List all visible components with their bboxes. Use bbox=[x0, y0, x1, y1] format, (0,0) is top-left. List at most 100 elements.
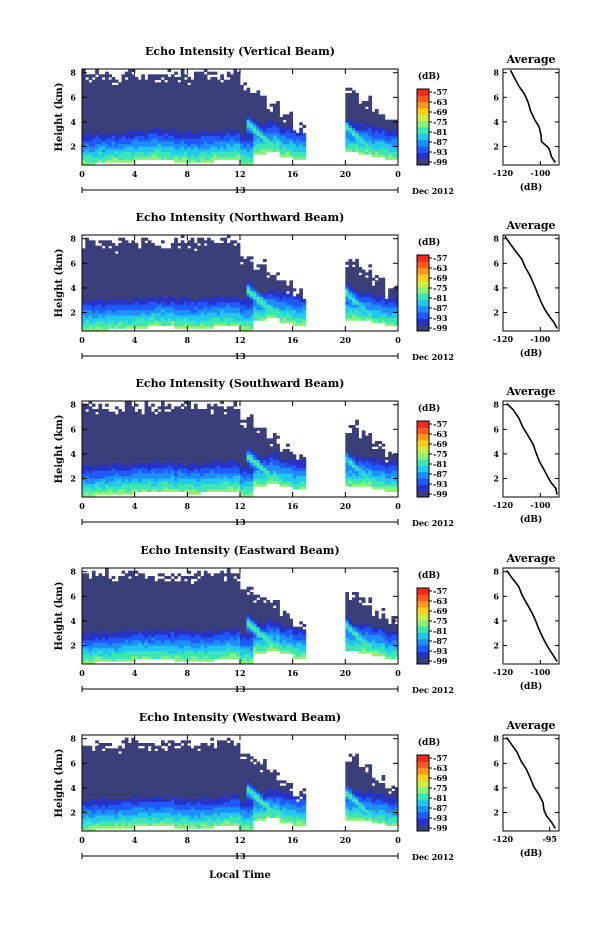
heatmap-cell bbox=[108, 261, 113, 265]
heatmap-cell bbox=[269, 275, 274, 279]
heatmap-cell bbox=[118, 103, 122, 107]
heatmap-cell bbox=[95, 109, 99, 113]
heatmap-cell bbox=[141, 157, 145, 161]
heatmap-cell bbox=[233, 141, 238, 145]
heatmap-cell bbox=[226, 117, 231, 121]
heatmap-cell bbox=[121, 101, 126, 105]
heatmap-cell bbox=[121, 312, 126, 316]
heatmap-cell bbox=[388, 323, 392, 327]
heatmap-cell bbox=[151, 315, 155, 319]
heatmap-cell bbox=[246, 130, 251, 134]
heatmap-cell bbox=[88, 443, 93, 447]
heatmap-cell bbox=[236, 87, 241, 91]
heatmap-cell bbox=[105, 130, 109, 134]
heatmap-cell bbox=[154, 296, 159, 300]
heatmap-cell bbox=[118, 101, 122, 105]
heatmap-cell bbox=[351, 133, 356, 137]
heatmap-cell bbox=[114, 264, 119, 268]
heatmap-cell bbox=[105, 467, 109, 471]
heatmap-cell bbox=[233, 138, 238, 142]
heatmap-cell bbox=[263, 275, 267, 279]
colorbar-tick-label: -63 bbox=[433, 97, 448, 107]
colorbar-segment bbox=[417, 152, 429, 160]
heatmap-cell bbox=[147, 98, 152, 102]
heatmap-cell bbox=[207, 304, 211, 308]
heatmap-cell bbox=[187, 125, 192, 129]
heatmap-cell bbox=[91, 135, 96, 139]
heatmap-cell bbox=[299, 304, 303, 308]
heatmap-cell bbox=[164, 272, 168, 276]
heatmap-cell bbox=[170, 79, 175, 83]
heatmap-cell bbox=[114, 491, 119, 495]
heatmap-cell bbox=[210, 243, 215, 247]
heatmap-cell bbox=[243, 315, 247, 319]
heatmap-cell bbox=[108, 74, 113, 78]
heatmap-cell bbox=[226, 288, 231, 292]
heatmap-cell bbox=[210, 77, 215, 81]
heatmap-cell bbox=[111, 159, 116, 163]
heatmap-cell bbox=[164, 111, 168, 115]
heatmap-cell bbox=[128, 149, 132, 153]
heatmap-cell bbox=[108, 133, 113, 137]
heatmap-cell bbox=[180, 149, 185, 153]
heatmap-cell bbox=[147, 111, 152, 115]
colorbar-tick-label: -57 bbox=[433, 253, 447, 263]
heatmap-cell bbox=[154, 109, 159, 113]
heatmap-cell bbox=[147, 312, 152, 316]
heatmap-cell bbox=[351, 296, 356, 300]
heatmap-cell bbox=[91, 454, 96, 458]
heatmap-cell bbox=[167, 79, 172, 83]
average-x-label: (dB) bbox=[520, 182, 542, 193]
heatmap-cell bbox=[210, 106, 215, 110]
heatmap-cell bbox=[82, 101, 86, 105]
heatmap-cell bbox=[95, 422, 99, 426]
heatmap-cell bbox=[82, 409, 86, 413]
heatmap-cell bbox=[161, 111, 165, 115]
heatmap-cell bbox=[292, 141, 297, 145]
heatmap-cell bbox=[213, 111, 218, 115]
heatmap-cell bbox=[164, 296, 168, 300]
heatmap-cell bbox=[98, 465, 103, 469]
heatmap-cell bbox=[131, 117, 136, 121]
heatmap-cell bbox=[233, 77, 238, 81]
heatmap-cell bbox=[128, 87, 132, 91]
heatmap-cell bbox=[141, 114, 145, 118]
heatmap-cell bbox=[167, 301, 172, 305]
heatmap-cell bbox=[240, 288, 244, 292]
heatmap-cell bbox=[167, 288, 172, 292]
heatmap-cell bbox=[95, 328, 99, 332]
heatmap-cell bbox=[355, 143, 359, 147]
heatmap-cell bbox=[276, 127, 280, 131]
heatmap-cell bbox=[111, 323, 116, 327]
heatmap-cell bbox=[187, 256, 192, 260]
heatmap-cell bbox=[82, 457, 86, 461]
heatmap-cell bbox=[216, 135, 221, 139]
heatmap-cell bbox=[210, 309, 215, 313]
heatmap-cell bbox=[256, 101, 261, 105]
heatmap-cell bbox=[118, 443, 122, 447]
heatmap-cell bbox=[82, 127, 86, 131]
heatmap-cell bbox=[95, 443, 99, 447]
heatmap-cell bbox=[111, 106, 116, 110]
heatmap-cell bbox=[243, 304, 247, 308]
heatmap-cell bbox=[256, 138, 261, 142]
heatmap-cell bbox=[200, 291, 205, 295]
heatmap-cell bbox=[345, 127, 350, 131]
heatmap-cell bbox=[108, 259, 113, 263]
heatmap-cell bbox=[371, 119, 376, 123]
heatmap-cell bbox=[233, 299, 238, 303]
heatmap-cell bbox=[137, 299, 142, 303]
heatmap-cell bbox=[121, 135, 126, 139]
heatmap-cell bbox=[203, 69, 208, 73]
heatmap-cell bbox=[246, 264, 251, 268]
colorbar-segment bbox=[417, 255, 429, 262]
heatmap-cell bbox=[180, 125, 185, 129]
heatmap-cell bbox=[388, 149, 392, 153]
heatmap-cell bbox=[193, 320, 198, 324]
heatmap-cell bbox=[187, 119, 192, 123]
heatmap-cell bbox=[101, 79, 106, 83]
heatmap-cell bbox=[243, 323, 247, 327]
heatmap-cell bbox=[82, 122, 86, 126]
heatmap-cell bbox=[236, 135, 241, 139]
heatmap-cell bbox=[95, 449, 99, 453]
